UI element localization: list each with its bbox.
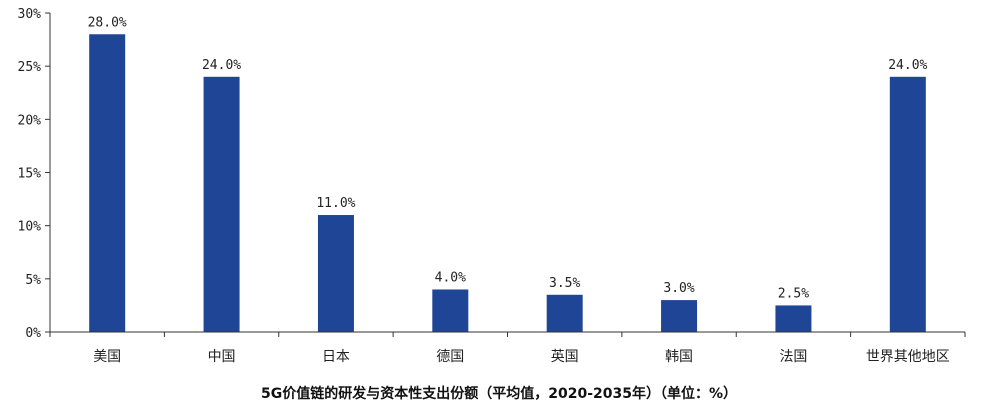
data-label: 11.0%	[316, 196, 355, 211]
bar	[661, 300, 698, 332]
y-tick-label: 30%	[18, 7, 42, 22]
x-tick-label: 法国	[779, 349, 807, 365]
bar	[546, 294, 583, 332]
y-tick-label: 0%	[25, 326, 41, 341]
bar	[432, 289, 469, 332]
bar	[89, 34, 126, 333]
data-label: 3.0%	[663, 281, 694, 296]
y-tick-label: 20%	[18, 113, 42, 128]
data-label: 3.5%	[549, 276, 580, 291]
bar	[775, 305, 812, 332]
y-axis: 0% 5% 10% 15% 20% 25% 30%	[18, 7, 51, 341]
y-tick-label: 15%	[18, 167, 42, 182]
bar	[317, 215, 354, 332]
y-tick-label: 10%	[18, 220, 42, 235]
x-tick-label: 日本	[322, 349, 350, 365]
y-tick-label: 25%	[18, 60, 42, 75]
chart-title: 5G价值链的研发与资本性支出份额（平均值，2020-2035年）（单位：%）	[261, 386, 737, 402]
x-tick-label: 美国	[93, 349, 121, 365]
data-label: 2.5%	[778, 286, 809, 301]
bar	[889, 76, 926, 332]
x-tick-label: 韩国	[665, 349, 693, 365]
x-tick-label: 中国	[208, 349, 236, 365]
x-tick-label: 世界其他地区	[866, 349, 950, 365]
data-label: 24.0%	[202, 58, 241, 73]
data-label: 24.0%	[888, 58, 927, 73]
x-tick-label: 德国	[436, 349, 464, 365]
x-tick-label: 英国	[551, 348, 579, 365]
bar	[203, 76, 240, 332]
data-label: 28.0%	[88, 15, 127, 30]
data-label: 4.0%	[435, 270, 466, 285]
y-tick-label: 5%	[25, 273, 41, 288]
bars: 28.0% 24.0% 11.0% 4.0% 3.5% 3.0% 2.5% 24.0%	[88, 15, 928, 333]
x-axis: 美国 中国 日本 德国 英国 韩国 法国 世界其他地区	[49, 331, 966, 365]
